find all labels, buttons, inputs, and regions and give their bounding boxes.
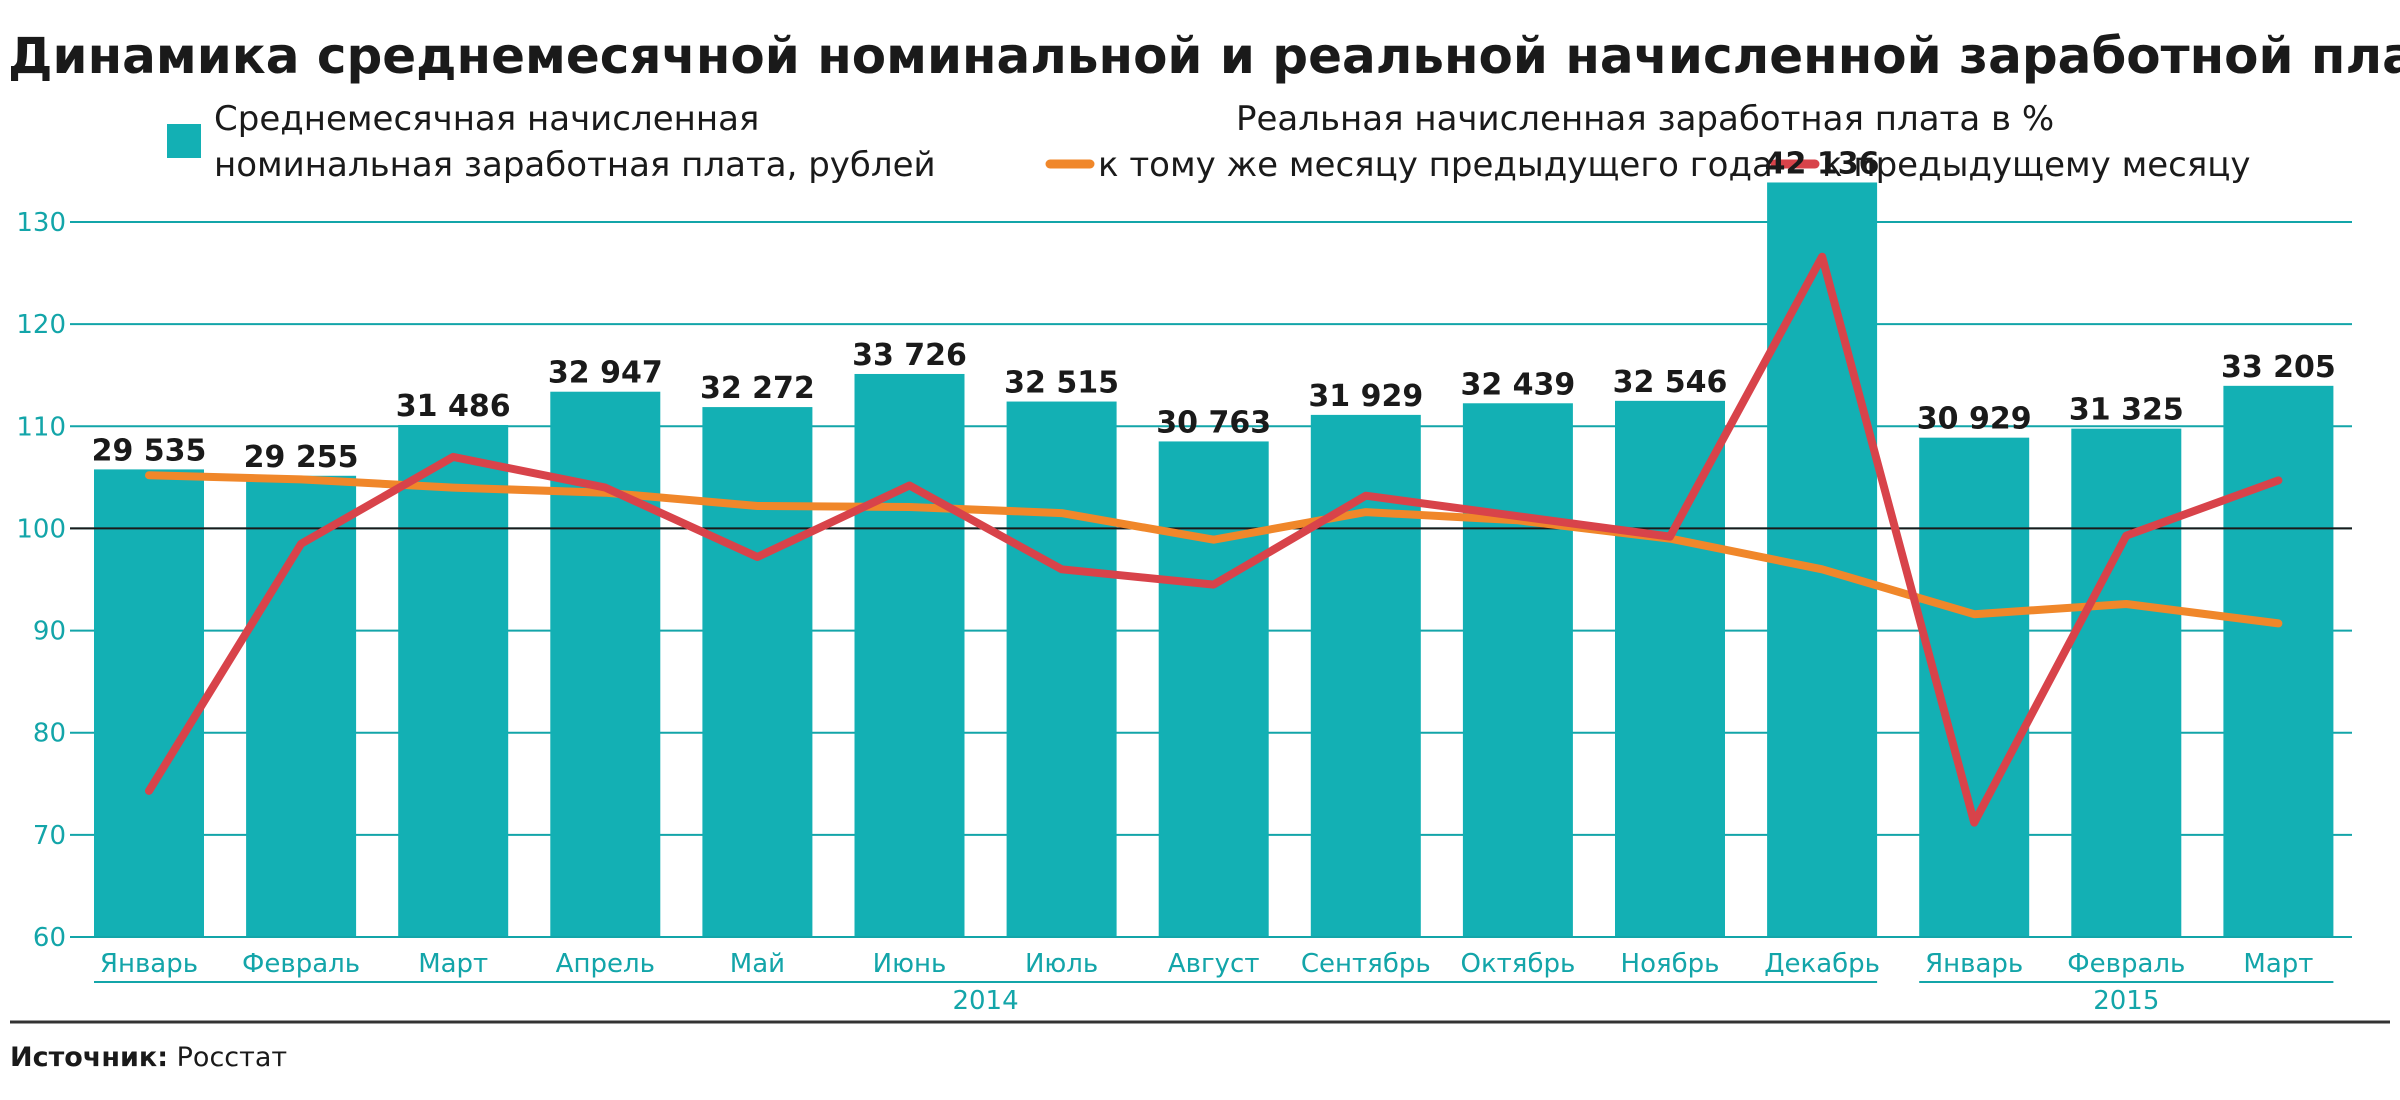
source-value: Росстат xyxy=(177,1042,288,1073)
bar-value-label: 33 726 xyxy=(852,338,967,373)
y-tick-label: 110 xyxy=(16,412,66,442)
value-labels: 29 535 29 255 31 486 32 947 32 272 33 726 32 5… xyxy=(92,146,2336,474)
bar xyxy=(398,424,509,938)
x-tick-label: Май xyxy=(730,949,785,979)
bar-value-label: 30 929 xyxy=(1917,402,2032,437)
series-line-mom xyxy=(145,252,2283,827)
source: Источник: Росстат xyxy=(10,1042,287,1073)
x-tick-label: Июнь xyxy=(873,949,947,979)
bar xyxy=(2071,428,2182,937)
bar-value-label: 33 205 xyxy=(2221,350,2336,385)
bar-value-label: 32 439 xyxy=(1460,367,1575,402)
bar-value-label: 32 947 xyxy=(548,356,663,391)
y-tick-label: 70 xyxy=(33,821,66,851)
legend-bar-label-line1: Среднемесячная начисленная xyxy=(214,99,759,139)
x-tick-label: Октябрь xyxy=(1460,949,1575,979)
x-tick-label: Сентябрь xyxy=(1301,949,1431,979)
y-tick-label: 130 xyxy=(16,208,66,238)
x-tick-label: Март xyxy=(2243,949,2313,979)
axes: 60 70 80 90 100 110 120 130 Январь Февраль Март Апр… xyxy=(16,208,2352,1016)
bar-value-label: 30 763 xyxy=(1156,405,1271,440)
legend-mom-label: к предыдущему месяцу xyxy=(1822,145,2251,185)
x-tick-label: Июль xyxy=(1025,949,1098,979)
y-tick-label: 80 xyxy=(33,719,66,749)
bar xyxy=(854,373,965,937)
bar xyxy=(2223,385,2334,937)
bar-value-label: 31 486 xyxy=(396,389,511,424)
bar xyxy=(1006,401,1117,937)
legend-yoy-label: к тому же месяцу предыдущего года xyxy=(1098,145,1773,185)
x-tick-label: Январь xyxy=(100,949,198,979)
bar-value-label: 32 515 xyxy=(1004,366,1119,401)
legend-bar-label-line2: номинальная заработная плата, рублей xyxy=(214,145,936,185)
bar xyxy=(702,407,813,938)
series-line-yoy xyxy=(145,471,2283,628)
y-tick-label: 120 xyxy=(16,310,66,340)
year-label: 2014 xyxy=(952,986,1018,1016)
x-tick-label: Март xyxy=(418,949,488,979)
x-tick-label: Февраль xyxy=(2067,949,2185,979)
x-tick-label: Декабрь xyxy=(1764,949,1880,979)
y-tick-label: 90 xyxy=(33,617,66,647)
bar-value-label: 42 136 xyxy=(1765,146,1880,181)
bar xyxy=(1615,400,1725,937)
bars xyxy=(94,182,2334,938)
bar-value-label: 31 325 xyxy=(2069,393,2184,428)
source-label: Источник: xyxy=(10,1042,168,1073)
bar-value-label: 29 535 xyxy=(92,433,207,468)
bar-value-label: 32 272 xyxy=(700,371,815,406)
bar xyxy=(1462,403,1573,938)
x-tick-label: Апрель xyxy=(556,949,655,979)
year-label: 2015 xyxy=(2093,986,2159,1016)
bar-value-label: 29 255 xyxy=(244,440,359,475)
x-tick-label: Ноябрь xyxy=(1621,949,1720,979)
legend-lines-title: Реальная начисленная заработная плата в … xyxy=(1236,99,2054,139)
chart-title: Динамика среднемесячной номинальной и ре… xyxy=(8,27,2400,85)
series-lines xyxy=(145,252,2283,827)
x-tick-label: Январь xyxy=(1925,949,2023,979)
y-tick-label: 60 xyxy=(33,923,66,953)
bar xyxy=(550,391,661,938)
y-tick-label: 100 xyxy=(16,514,66,544)
x-tick-label: Август xyxy=(1168,949,1260,979)
bar xyxy=(246,475,357,937)
x-tick-label: Февраль xyxy=(242,949,360,979)
bar-value-label: 32 546 xyxy=(1613,365,1728,400)
legend-bar-swatch xyxy=(167,124,201,158)
bar xyxy=(1158,441,1269,937)
bar xyxy=(94,469,204,937)
bar-value-label: 31 929 xyxy=(1308,379,1423,414)
